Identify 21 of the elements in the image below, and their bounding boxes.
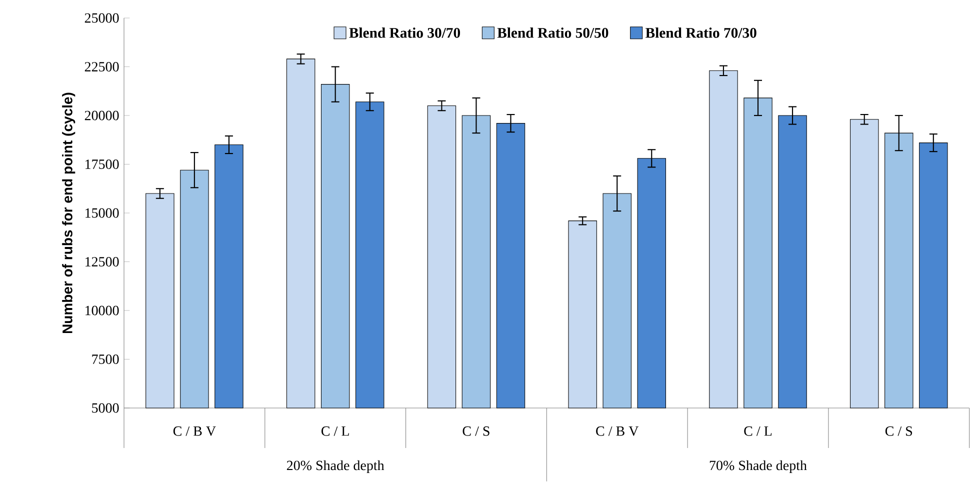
- text: 70% Shade depth: [710, 460, 807, 474]
- y-axis-title: Number of rubs for end point (cycle): [62, 92, 76, 334]
- legend-label: Blend Ratio 30/70: [349, 28, 460, 38]
- y-tick-label: 22500: [84, 62, 119, 72]
- y-tick-label: 7500: [92, 354, 119, 364]
- y-tick-label: 5000: [92, 403, 119, 413]
- x-tick-label: C / S: [885, 426, 912, 436]
- x-tick-label: C / L: [322, 426, 349, 436]
- y-tick-label: 12500: [86, 257, 119, 266]
- x-tick-label: C / S: [462, 426, 490, 436]
- y-tick-label: 20000: [84, 110, 119, 120]
- legend-label: Blend Ratio 70/30: [646, 28, 756, 38]
- text: 20% Shade depth: [286, 460, 384, 474]
- y-tick-label: 17500: [86, 160, 119, 169]
- x-tick-label: C / B V: [173, 426, 216, 436]
- y-tick-label: 25000: [84, 13, 119, 23]
- y-tick-label: 10000: [86, 306, 119, 316]
- y-tick-label: 15000: [86, 208, 119, 218]
- x-tick-label: C / B V: [596, 426, 639, 436]
- legend-label: Blend Ratio 50/50: [497, 28, 608, 38]
- x-tick-label: C / L: [744, 426, 772, 436]
